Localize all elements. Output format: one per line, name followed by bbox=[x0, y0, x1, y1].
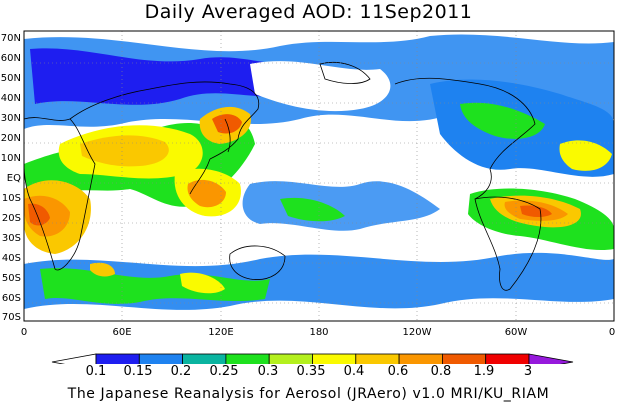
lon-tick-label: 60W bbox=[505, 327, 528, 338]
colorbar bbox=[51, 353, 574, 364]
colorbar-low-triangle bbox=[51, 353, 97, 364]
colorbar-label: 0.1 bbox=[85, 364, 107, 379]
colorbar-label: 0.35 bbox=[296, 364, 326, 379]
colorbar-segment bbox=[268, 353, 313, 364]
colorbar-segment bbox=[355, 353, 400, 364]
coastlines bbox=[24, 62, 542, 291]
colorbar-label: 0.2 bbox=[170, 364, 192, 379]
lat-tick-label: 40N bbox=[1, 93, 21, 104]
gridlines bbox=[24, 31, 614, 321]
lat-tick-label: 30N bbox=[1, 113, 21, 124]
latitude-axis: 70N 60N 50N 40N 30N 20N 10N EQ 10S 20S 3… bbox=[1, 33, 21, 323]
lon-tick-label: 120W bbox=[403, 327, 432, 338]
lat-tick-label: 20S bbox=[2, 213, 21, 224]
aod-map: 70N 60N 50N 40N 30N 20N 10N EQ 10S 20S 3… bbox=[1, 30, 615, 364]
lon-tick-label: 120E bbox=[208, 327, 233, 338]
colorbar-segment bbox=[441, 353, 487, 364]
lon-tick-label: 0 bbox=[609, 327, 615, 338]
figure-title: Daily Averaged AOD: 11Sep2011 bbox=[144, 1, 473, 23]
lat-tick-label: 50N bbox=[1, 73, 21, 84]
colorbar-label: 0.15 bbox=[123, 364, 153, 379]
lon-tick-label: 180 bbox=[309, 327, 328, 338]
lat-tick-label: 10N bbox=[1, 153, 21, 164]
lon-tick-label: 0 bbox=[21, 327, 27, 338]
colorbar-segment bbox=[95, 353, 140, 364]
colorbar-segment bbox=[312, 353, 357, 364]
lat-tick-label: 10S bbox=[2, 193, 21, 204]
colorbar-label: 0.25 bbox=[209, 364, 239, 379]
colorbar-segment bbox=[398, 353, 443, 364]
colorbar-label: 1.9 bbox=[473, 364, 495, 379]
map-frame bbox=[23, 30, 615, 322]
lat-tick-label: 30S bbox=[2, 233, 21, 244]
lat-tick-label: 20N bbox=[1, 133, 21, 144]
colorbar-label: 0.8 bbox=[430, 364, 452, 379]
colorbar-high-triangle bbox=[528, 353, 574, 364]
colorbar-label: 3 bbox=[523, 364, 533, 379]
lat-tick-label: 70N bbox=[1, 33, 21, 44]
longitude-axis: 0 60E 120E 180 120W 60W 0 bbox=[21, 327, 615, 338]
colorbar-segment bbox=[485, 353, 530, 364]
lat-tick-label: EQ bbox=[7, 173, 21, 184]
lat-tick-label: 40S bbox=[2, 253, 21, 264]
lat-tick-label: 60S bbox=[2, 293, 21, 304]
colorbar-label: 0.6 bbox=[387, 364, 409, 379]
credit-line: The Japanese Reanalysis for Aerosol (JRA… bbox=[67, 386, 550, 402]
colorbar-label: 0.4 bbox=[343, 364, 365, 379]
lat-tick-label: 50S bbox=[2, 273, 21, 284]
colorbar-label: 0.3 bbox=[257, 364, 279, 379]
lat-tick-label: 60N bbox=[1, 53, 21, 64]
colorbar-segment bbox=[225, 353, 270, 364]
colorbar-segment bbox=[138, 353, 184, 364]
lat-tick-label: 70S bbox=[2, 312, 21, 323]
colorbar-segment bbox=[182, 353, 227, 364]
colorbar-labels: 0.1 0.15 0.2 0.25 0.3 0.35 0.4 0.6 0.8 1… bbox=[0, 364, 617, 380]
lon-tick-label: 60E bbox=[112, 327, 131, 338]
